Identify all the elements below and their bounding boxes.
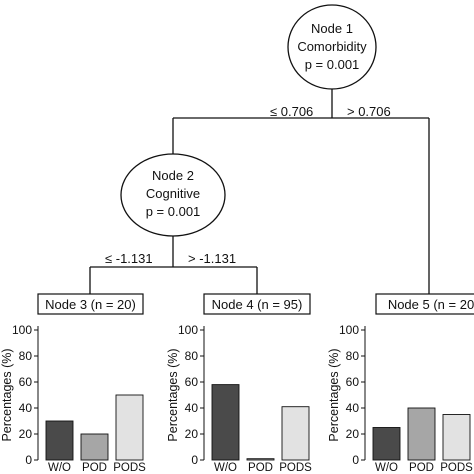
- node-header-box: [375, 293, 474, 315]
- category-label: PODS: [113, 462, 146, 474]
- y-axis-title: Percentages (%): [0, 348, 14, 441]
- category-label: POD: [248, 462, 273, 474]
- category-label: W/O: [375, 462, 398, 474]
- category-label: POD: [409, 462, 434, 474]
- node-header-box: [203, 293, 311, 315]
- y-tick-label: 20: [185, 427, 199, 441]
- category-label: W/O: [48, 462, 71, 474]
- y-tick-label: 80: [346, 349, 360, 363]
- node-p-value: p = 0.001: [305, 57, 360, 72]
- bar-pod: [407, 407, 436, 461]
- node-header-title: Node 4 (n = 95): [212, 297, 303, 312]
- y-tick-label: 100: [339, 323, 359, 337]
- node-label: Node 1: [311, 21, 353, 36]
- bar-wo: [211, 384, 240, 461]
- y-tick-label: 20: [19, 427, 33, 441]
- y-tick-label: 60: [19, 375, 33, 389]
- y-tick-label: 0: [191, 453, 198, 467]
- node-circle: [287, 4, 377, 90]
- node-header-title: Node 5 (n = 20: [388, 297, 474, 312]
- node-variable: Cognitive: [146, 186, 200, 201]
- node-p-value: p = 0.001: [146, 204, 201, 219]
- category-label: PODS: [279, 462, 312, 474]
- bar-wo: [45, 420, 74, 461]
- bar-pods: [115, 394, 144, 461]
- decision-node-2: Node 2 Cognitive p = 0.001: [120, 153, 226, 237]
- y-tick-label: 40: [346, 401, 360, 415]
- category-label: PODS: [440, 462, 473, 474]
- edge-label-node2-left: ≤ -1.131: [105, 251, 153, 266]
- y-tick-label: 20: [346, 427, 360, 441]
- node-label: Node 2: [152, 168, 194, 183]
- y-tick-label: 40: [19, 401, 33, 415]
- y-tick-label: 60: [346, 375, 360, 389]
- category-label: POD: [82, 462, 107, 474]
- decision-node-1: Node 1 Comorbidity p = 0.001: [287, 4, 377, 90]
- bar-pod: [246, 458, 275, 461]
- tree-edges: [89, 89, 430, 294]
- category-label: W/O: [214, 462, 237, 474]
- y-tick-label: 80: [185, 349, 199, 363]
- y-tick-label: 0: [352, 453, 359, 467]
- node-variable: Comorbidity: [297, 39, 367, 54]
- terminal-node-5: Node 5 (n = 20 0 20 40 60 80 100 Percentages (%…: [327, 293, 474, 474]
- bar-pods: [281, 406, 310, 461]
- y-tick-label: 100: [12, 323, 32, 337]
- y-axis-title: Percentages (%): [166, 348, 180, 441]
- node-header-title: Node 3 (n = 20): [45, 297, 136, 312]
- y-tick-label: 40: [185, 401, 199, 415]
- y-axis-title: Percentages (%): [327, 348, 341, 441]
- node-header-box: [37, 293, 144, 315]
- y-tick-label: 100: [178, 323, 198, 337]
- bar-wo: [372, 427, 401, 461]
- y-tick-label: 0: [25, 453, 32, 467]
- terminal-node-panels: Node 3 (n = 20) 0 20 40 60 80 100 Percentages (…: [0, 293, 474, 474]
- y-tick-label: 80: [19, 349, 33, 363]
- edge-label-node2-right: > -1.131: [188, 251, 236, 266]
- terminal-node-3: Node 3 (n = 20) 0 20 40 60 80 100 Percentages (…: [0, 293, 146, 474]
- node-circle: [120, 153, 226, 237]
- bar-pods: [442, 414, 471, 461]
- y-tick-label: 60: [185, 375, 199, 389]
- bar-pod: [80, 433, 109, 461]
- edge-label-node1-right: > 0.706: [347, 104, 391, 119]
- terminal-node-4: Node 4 (n = 95) 0 20 40 60 80 100 Percentages (…: [166, 293, 312, 474]
- edge-label-node1-left: ≤ 0.706: [270, 104, 313, 119]
